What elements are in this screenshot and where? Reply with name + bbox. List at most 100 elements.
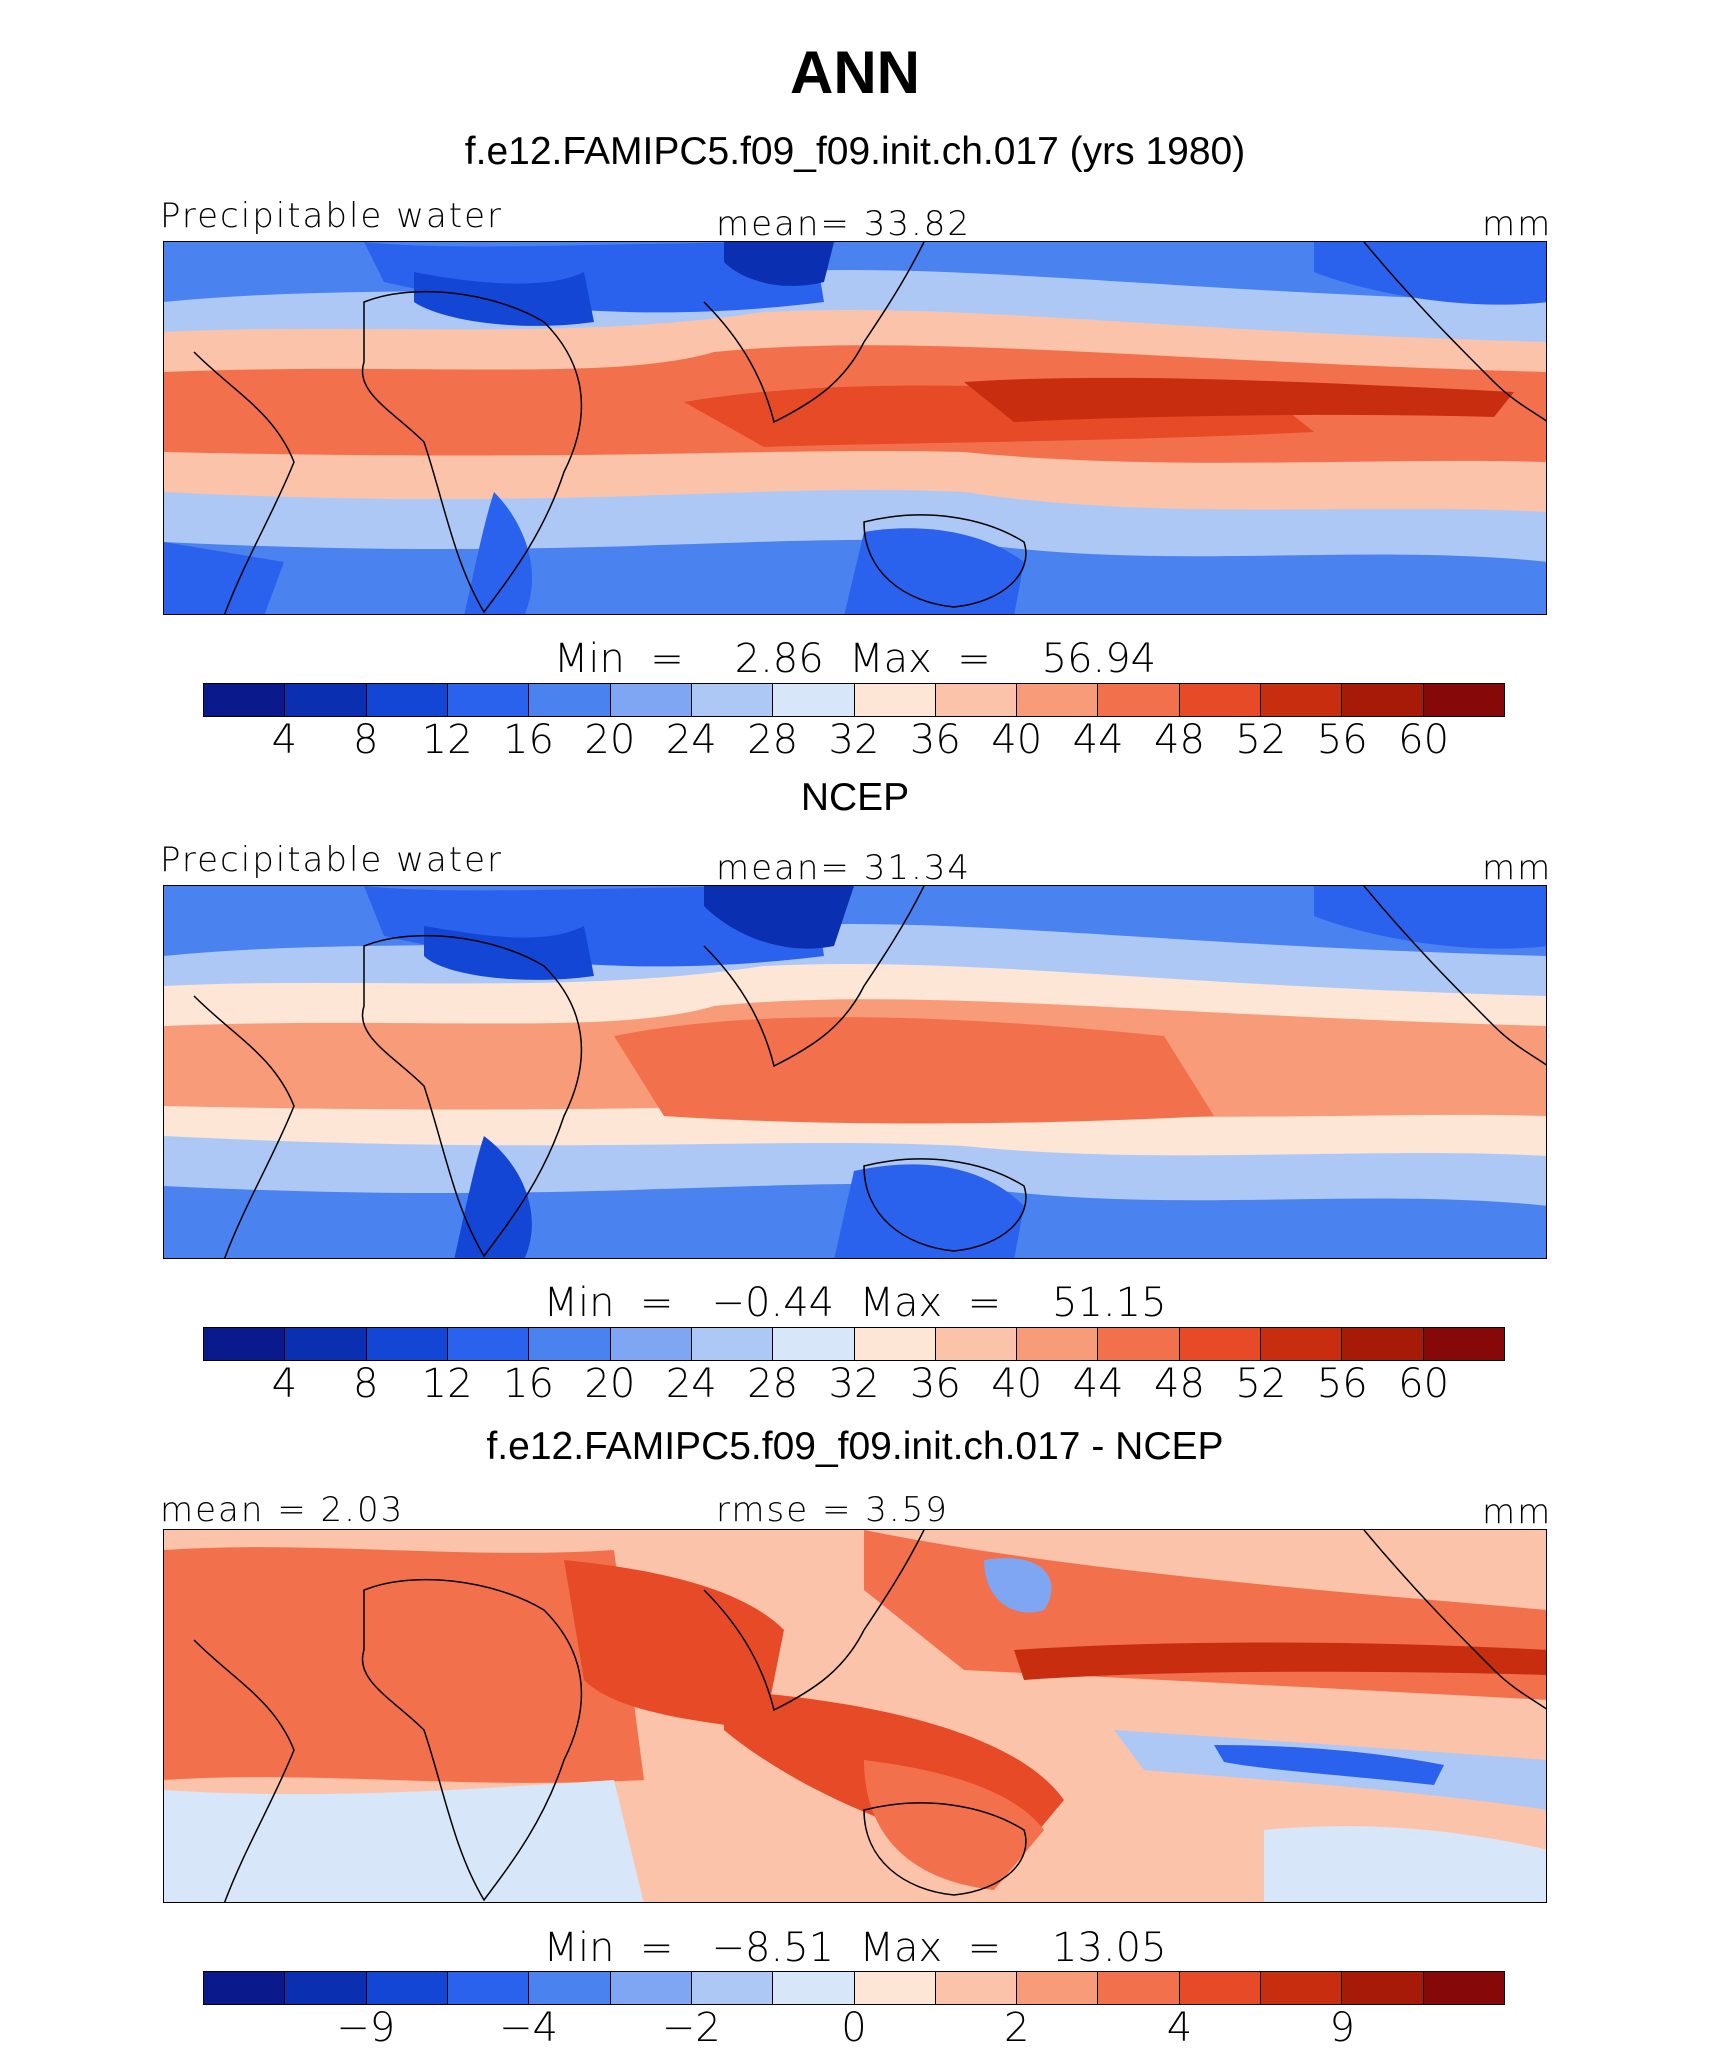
panel-3-colorbar-swatch-13 [1179,1972,1262,2004]
colorbar-tick-label: 52 [1235,1361,1287,1407]
panel-3-colorbar-swatch-10 [935,1972,1018,2004]
panel-2-field [164,886,1546,1258]
colorbar-tick-label: 36 [909,1361,961,1407]
panel-2-colorbar-swatch-7 [691,1328,774,1360]
panel-1-colorbar-swatch-9 [854,684,936,716]
panel-3-colorbar-ticks: −9 −4 −2 0 2 4 9 [0,2005,1710,2051]
colorbar-tick-label: 8 [353,1361,379,1407]
panel-2-mean-label: mean= 31.34 [716,848,972,888]
colorbar-tick-label: 48 [1154,717,1205,763]
panel-2-colorbar-swatch-6 [610,1328,692,1360]
panel-2-colorbar-swatch-5 [529,1328,611,1360]
panel-1-colorbar-swatch-2 [285,684,367,716]
panel-3-colorbar [203,1971,1505,2005]
colorbar-tick-label: 32 [828,1361,880,1407]
colorbar-tick-label: 20 [584,1361,636,1407]
panel-2-colorbar-swatch-16 [1423,1328,1504,1360]
panel-1-colorbar-swatch-6 [610,684,692,716]
panel-2-map [163,885,1547,1259]
colorbar-tick-label: 32 [828,717,880,763]
colorbar-tick-label: 56 [1316,1361,1368,1407]
panel-3-colorbar-swatch-15 [1342,1972,1424,2004]
colorbar-tick-label: 4 [1166,2005,1193,2051]
panel-3-colorbar-swatch-6 [610,1972,692,2004]
panel-3-rmse-label: rmse = 3.59 [716,1490,949,1530]
panel-1-colorbar-swatch-5 [529,684,611,716]
panel-1-mean-label: mean= 33.82 [716,204,972,244]
colorbar-tick-label: 20 [584,717,636,763]
panel-3-colorbar-swatch-3 [366,1972,448,2004]
panel-1-colorbar-ticks: 4 8 12 16 20 24 28 32 36 40 44 48 52 56 60 [0,717,1710,763]
panel-2-colorbar-swatch-15 [1342,1328,1424,1360]
panel-1-colorbar-swatch-16 [1423,684,1504,716]
colorbar-tick-label: 24 [665,717,717,763]
panel-3-minmax: Min = −8.51 Max = 13.05 [543,1925,1167,1971]
colorbar-tick-label: 40 [991,717,1043,763]
panel-1-minmax: Min = 2.86 Max = 56.94 [553,636,1157,682]
panel-3-map [163,1529,1547,1903]
panel-1-colorbar-swatch-13 [1179,684,1262,716]
panel-1-colorbar-swatch-12 [1098,684,1180,716]
panel-3-mean-label: mean = 2.03 [160,1490,405,1530]
colorbar-tick-label: 28 [747,1361,799,1407]
panel-2-colorbar-swatch-10 [935,1328,1018,1360]
colorbar-tick-label: 16 [503,717,554,763]
panel-2-left-label: Precipitable water [160,840,504,880]
panel-3-colorbar-swatch-7 [691,1972,774,2004]
panel-2-colorbar-swatch-2 [285,1328,367,1360]
panel-1-colorbar-swatch-3 [366,684,448,716]
panel-1-colorbar-swatch-8 [773,684,855,716]
colorbar-tick-label: 40 [991,1361,1043,1407]
colorbar-tick-label: 48 [1154,1361,1205,1407]
panel-2-colorbar [203,1327,1505,1361]
panel-2-heading: NCEP [800,776,910,819]
panel-1-colorbar [203,683,1505,717]
panel-2-colorbar-swatch-3 [366,1328,448,1360]
panel-2-minmax: Min = −0.44 Max = 51.15 [543,1280,1167,1326]
colorbar-tick-label: 60 [1398,1361,1450,1407]
colorbar-tick-label: 52 [1235,717,1287,763]
figure-title: ANN [790,39,920,106]
colorbar-tick-label: 0 [841,2005,867,2051]
panel-1-left-label: Precipitable water [160,196,504,236]
panel-3-colorbar-swatch-5 [529,1972,611,2004]
panel-1-colorbar-swatch-11 [1017,684,1099,716]
panel-3-colorbar-swatch-11 [1017,1972,1099,2004]
panel-2-colorbar-swatch-1 [204,1328,286,1360]
colorbar-tick-label: 24 [665,1361,717,1407]
panel-2-colorbar-swatch-14 [1261,1328,1343,1360]
panel-2-colorbar-swatch-9 [854,1328,936,1360]
panel-3-units-label: mm [1482,1492,1553,1532]
colorbar-tick-label: −4 [499,2005,558,2051]
panel-1-units-label: mm [1482,204,1553,244]
panel-1-heading: f.e12.FAMIPC5.f09_f09.init.ch.017 (yrs 1… [464,130,1246,173]
panel-2-colorbar-swatch-4 [447,1328,530,1360]
colorbar-tick-label: 8 [353,717,379,763]
colorbar-tick-label: 60 [1398,717,1450,763]
panel-1-colorbar-swatch-14 [1261,684,1343,716]
panel-2-colorbar-swatch-13 [1179,1328,1262,1360]
panel-1-colorbar-swatch-7 [691,684,774,716]
panel-2-colorbar-ticks: 4 8 12 16 20 24 28 32 36 40 44 48 52 56 60 [0,1361,1710,1407]
panel-2-units-label: mm [1482,848,1553,888]
colorbar-tick-label: 44 [1072,1361,1124,1407]
panel-2-colorbar-swatch-11 [1017,1328,1099,1360]
colorbar-tick-label: 16 [503,1361,554,1407]
panel-3-colorbar-swatch-12 [1098,1972,1180,2004]
panel-2-colorbar-swatch-12 [1098,1328,1180,1360]
colorbar-tick-label: 12 [421,1361,473,1407]
panel-3-colorbar-swatch-2 [285,1972,367,2004]
panel-1-colorbar-swatch-4 [447,684,530,716]
panel-3-colorbar-swatch-9 [854,1972,936,2004]
panel-1-colorbar-swatch-10 [935,684,1018,716]
colorbar-tick-label: −9 [336,2005,396,2051]
colorbar-tick-label: 2 [1004,2005,1030,2051]
colorbar-tick-label: 9 [1329,2005,1355,2051]
colorbar-tick-label: −2 [661,2005,721,2051]
panel-3-colorbar-swatch-1 [204,1972,286,2004]
panel-1-colorbar-swatch-1 [204,684,286,716]
colorbar-tick-label: 56 [1316,717,1368,763]
colorbar-tick-label: 44 [1072,717,1124,763]
colorbar-tick-label: 4 [271,1361,298,1407]
panel-3-colorbar-swatch-4 [447,1972,530,2004]
